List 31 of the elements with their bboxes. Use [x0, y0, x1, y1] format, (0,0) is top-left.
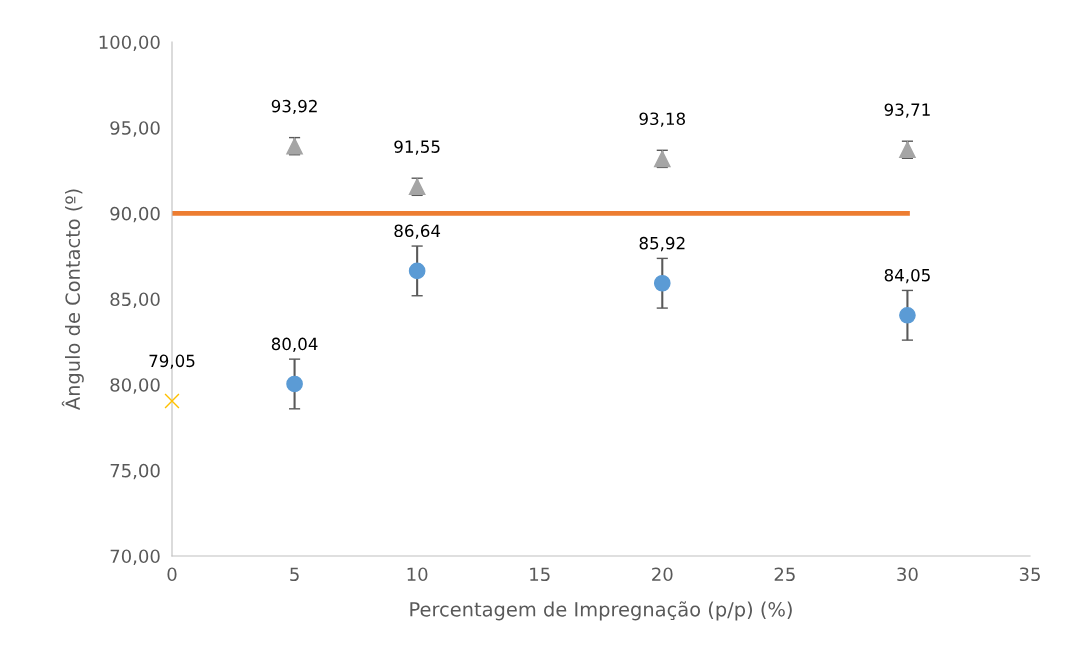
- y-axis-title: Ângulo de Contacto (º): [61, 189, 84, 411]
- point: [899, 306, 916, 324]
- x-tick-label: 0: [167, 567, 177, 582]
- data-label: 84,05: [884, 268, 930, 284]
- y-tick-label: 85,00: [110, 292, 160, 308]
- x-axis-title: Percentagem de Impregnação (p/p) (%): [410, 601, 792, 621]
- x-tick-label: 25: [774, 567, 795, 582]
- x-tick-label: 5: [290, 567, 299, 582]
- x-tick-label: 30: [897, 567, 918, 582]
- data-label: 91,55: [394, 140, 440, 155]
- x-tick-label: 20: [652, 567, 673, 582]
- y-tick-label: 90,00: [110, 206, 160, 223]
- point: [286, 375, 303, 393]
- y-tick-label: 80,00: [110, 378, 160, 394]
- data-label: 79,05: [149, 354, 195, 369]
- data-label: 93,18: [639, 112, 685, 127]
- x-tick-label: 10: [407, 567, 428, 582]
- y-tick-label: 70,00: [110, 549, 160, 565]
- x-tick-label: 15: [530, 567, 550, 582]
- point: [164, 393, 180, 409]
- data-label: 93,92: [271, 99, 317, 115]
- y-tick-label: 95,00: [110, 121, 160, 137]
- y-tick-label: 75,00: [110, 463, 160, 480]
- x-tick-label: 35: [1019, 567, 1040, 582]
- data-label: 80,04: [271, 337, 318, 352]
- point: [653, 274, 671, 292]
- data-label: 93,71: [884, 103, 930, 118]
- data-label: 86,64: [394, 224, 441, 239]
- point: [408, 262, 426, 280]
- data-label: 85,92: [639, 236, 685, 252]
- y-tick-label: 100,00: [99, 35, 160, 51]
